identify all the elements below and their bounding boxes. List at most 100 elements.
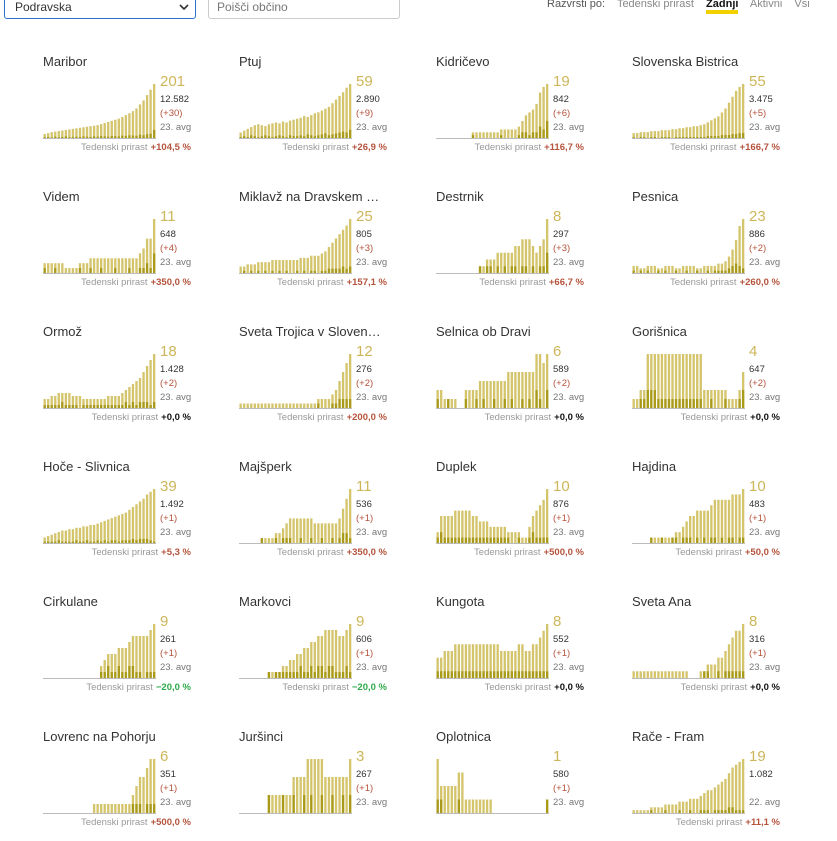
municipality-name: Gorišnica: [632, 324, 687, 339]
municipality-card[interactable]: Hajdina 10 483 (+1) 23. avg Tedenski prirast +…: [632, 459, 792, 571]
municipality-card[interactable]: Majšperk 11 536 (+1) 23. avg Tedenski prirast…: [239, 459, 399, 571]
weekly-growth-label: Tedenski prirast: [81, 277, 148, 288]
latest-value: 9: [356, 613, 365, 630]
municipality-card[interactable]: Pesnica 23 886 (+2) 23. avg Tedenski prirast +…: [632, 189, 792, 301]
daily-bar: [692, 137, 695, 138]
active-bar: [671, 265, 674, 273]
active-bar: [324, 108, 327, 138]
active-bar: [531, 246, 535, 273]
municipality-search-input[interactable]: [208, 0, 400, 19]
daily-bar: [720, 135, 724, 138]
municipality-card[interactable]: Maribor 201 12.582 (+30) 23. avg Tedenski pri…: [43, 54, 203, 166]
daily-bar: [493, 537, 496, 543]
municipality-card[interactable]: Kidričevo 19 842 (+6) 23. avg Tedenski priras…: [436, 54, 596, 166]
active-bar: [447, 651, 450, 678]
active-bar: [75, 527, 78, 543]
daily-bar: [313, 270, 316, 273]
active-bar: [85, 399, 89, 408]
municipality-card[interactable]: Oplotnica 1 580 (+1) 23. avg: [436, 729, 596, 841]
active-bar: [482, 132, 485, 138]
sort-option-active[interactable]: Aktivni: [749, 0, 783, 10]
daily-bar: [64, 541, 68, 543]
active-bar: [542, 239, 545, 273]
active-bar: [317, 255, 320, 273]
municipality-card[interactable]: Sveta Ana 8 316 (+1) 23. avg Tedenski prirast…: [632, 594, 792, 706]
sort-option-all[interactable]: Vsi: [794, 0, 810, 10]
weekly-growth-label: Tedenski prirast: [81, 142, 148, 153]
sort-option-weekly-growth[interactable]: Tedenski prirast: [616, 0, 694, 10]
active-bar: [713, 265, 717, 273]
active-bar: [681, 526, 685, 543]
municipality-card[interactable]: Slovenska Bistrica 55 3.475 (+5) 23. avg Tede…: [632, 54, 792, 166]
active-bar: [489, 381, 492, 408]
active-bar: [699, 795, 702, 813]
active-bar: [496, 526, 499, 543]
active-bar: [660, 354, 664, 408]
daily-bar: [521, 399, 524, 408]
municipality-card[interactable]: Miklavž na Dravskem polju 25 805 (+3) 23. av…: [239, 189, 399, 301]
active-bar: [538, 246, 542, 273]
daily-bar: [246, 137, 249, 138]
daily-bar: [713, 136, 717, 138]
weekly-growth-value: +104,5 %: [150, 142, 191, 153]
delta-value: (+2): [749, 378, 767, 389]
active-bar: [478, 799, 482, 813]
municipality-card[interactable]: Videm 11 648 (+4) 23. avg Tedenski prirast +35…: [43, 189, 203, 301]
municipality-card[interactable]: Ptuj 59 2.890 (+9) 23. avg Tedenski prirast +2…: [239, 54, 399, 166]
region-select[interactable]: Podravska: [4, 0, 196, 19]
municipality-card[interactable]: Duplek 10 876 (+1) 23. avg Tedenski prirast +5…: [436, 459, 596, 571]
total-value: 1.428: [160, 364, 184, 375]
municipality-card[interactable]: Kungota 8 552 (+1) 23. avg Tedenski prirast +0…: [436, 594, 596, 706]
active-bar: [57, 131, 60, 138]
active-bar: [345, 630, 348, 678]
municipality-card[interactable]: Juršinci 3 267 (+1) 23. avg: [239, 729, 399, 841]
active-bar: [717, 116, 720, 138]
municipality-card[interactable]: Markovci 9 606 (+1) 23. avg Tedenski prirast −…: [239, 594, 399, 706]
sparkbar-chart: [43, 759, 156, 814]
daily-bar: [685, 399, 688, 408]
active-bar: [485, 381, 489, 408]
municipality-card[interactable]: Rače - Fram 19 1.082 22. avg Tedenski priras…: [632, 729, 792, 841]
active-bar: [324, 777, 327, 813]
weekly-growth: Tedenski prirast +0,0 %: [681, 412, 780, 423]
municipality-card[interactable]: Hoče - Slivnica 39 1.492 (+1) 23. avg Tedensk…: [43, 459, 203, 571]
daily-bar: [535, 671, 538, 678]
active-bar: [152, 354, 156, 408]
latest-value: 10: [553, 478, 570, 495]
daily-bar: [296, 136, 299, 138]
weekly-growth-value: +116,7 %: [544, 142, 584, 153]
daily-bar: [274, 136, 278, 138]
daily-bar: [657, 270, 660, 273]
active-bar: [348, 489, 352, 543]
daily-bar: [267, 136, 271, 138]
daily-bar: [514, 266, 517, 273]
active-bar: [734, 494, 738, 543]
municipality-card[interactable]: Lovrenc na Pohorju 6 351 (+1) 23. avg Tedensk…: [43, 729, 203, 841]
active-bar: [57, 263, 60, 273]
active-bar: [493, 526, 496, 543]
municipality-card[interactable]: Sveta Trojica v Slovenskih goricah 12 276 (…: [239, 324, 399, 436]
date-label: 23. avg: [553, 257, 585, 268]
active-bar: [653, 265, 657, 273]
active-bar: [341, 229, 345, 273]
active-bar: [278, 795, 281, 813]
active-bar: [713, 664, 717, 678]
daily-bar: [57, 540, 60, 543]
municipality-card[interactable]: Selnica ob Dravi 6 589 (+2) 23. avg Tedenski …: [436, 324, 596, 436]
municipality-card[interactable]: Cirkulane 9 261 (+1) 23. avg Tedenski prirast…: [43, 594, 203, 706]
daily-bar: [503, 537, 506, 543]
municipality-card[interactable]: Destrnik 8 297 (+3) 23. avg Tedenski prirast +…: [436, 189, 596, 301]
daily-bar: [507, 537, 510, 543]
sort-option-latest[interactable]: Zadnji: [706, 0, 739, 14]
daily-bar: [43, 541, 46, 543]
municipality-card[interactable]: Gorišnica 4 647 (+2) 23. avg Tedenski prirast…: [632, 324, 792, 436]
latest-value: 8: [553, 208, 562, 225]
municipality-card[interactable]: Ormož 18 1.428 (+2) 23. avg Tedenski prirast +…: [43, 324, 203, 436]
daily-bar: [650, 137, 653, 138]
daily-bar: [713, 270, 717, 273]
region-select-value: Podravska: [15, 0, 72, 14]
daily-bar: [440, 532, 443, 543]
active-bar: [685, 521, 688, 543]
active-bar: [257, 262, 260, 273]
daily-bar: [660, 537, 664, 543]
